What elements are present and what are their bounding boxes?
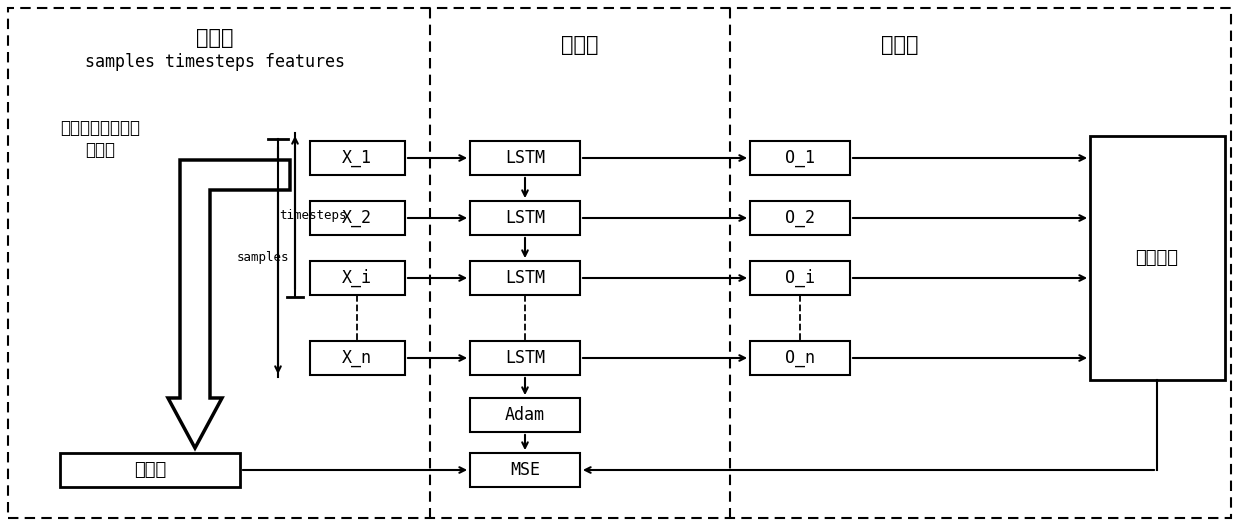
Text: O_1: O_1 — [786, 149, 815, 167]
Bar — [310, 141, 405, 175]
Text: O_i: O_i — [786, 269, 815, 287]
Text: samples timesteps features: samples timesteps features — [85, 53, 344, 71]
Bar — [750, 141, 850, 175]
Bar — [310, 201, 405, 235]
Text: 输出层: 输出层 — [881, 35, 919, 55]
Bar — [1090, 136, 1225, 380]
Bar — [470, 201, 580, 235]
Text: 输入层: 输入层 — [196, 28, 234, 48]
Bar — [470, 453, 580, 487]
Text: LSTM: LSTM — [506, 209, 545, 227]
Bar — [470, 261, 580, 295]
Text: LSTM: LSTM — [506, 349, 545, 367]
Bar — [750, 341, 850, 375]
Text: 盾构操作及设计轴: 盾构操作及设计轴 — [59, 119, 140, 137]
Bar — [310, 341, 405, 375]
Bar — [470, 398, 580, 432]
Bar — [310, 261, 405, 295]
Text: 隐含层: 隐含层 — [561, 35, 598, 55]
Bar — [470, 341, 580, 375]
Bar — [750, 261, 850, 295]
Bar — [470, 141, 580, 175]
Polygon shape — [169, 160, 290, 448]
Text: Adam: Adam — [506, 406, 545, 424]
Bar — [750, 201, 850, 235]
Text: LSTM: LSTM — [506, 269, 545, 287]
Text: O_2: O_2 — [786, 209, 815, 227]
Text: 预测结果: 预测结果 — [1135, 249, 1178, 267]
Bar — [59, 453, 240, 487]
Text: 线数据: 线数据 — [85, 141, 115, 159]
Text: samples: samples — [237, 251, 289, 265]
Text: X_2: X_2 — [342, 209, 372, 227]
Text: X_n: X_n — [342, 349, 372, 367]
Text: X_1: X_1 — [342, 149, 372, 167]
Text: timesteps: timesteps — [279, 208, 347, 221]
Text: O_n: O_n — [786, 349, 815, 367]
Text: MSE: MSE — [510, 461, 540, 479]
Text: LSTM: LSTM — [506, 149, 545, 167]
Text: X_i: X_i — [342, 269, 372, 287]
Text: 真实値: 真实値 — [134, 461, 166, 479]
